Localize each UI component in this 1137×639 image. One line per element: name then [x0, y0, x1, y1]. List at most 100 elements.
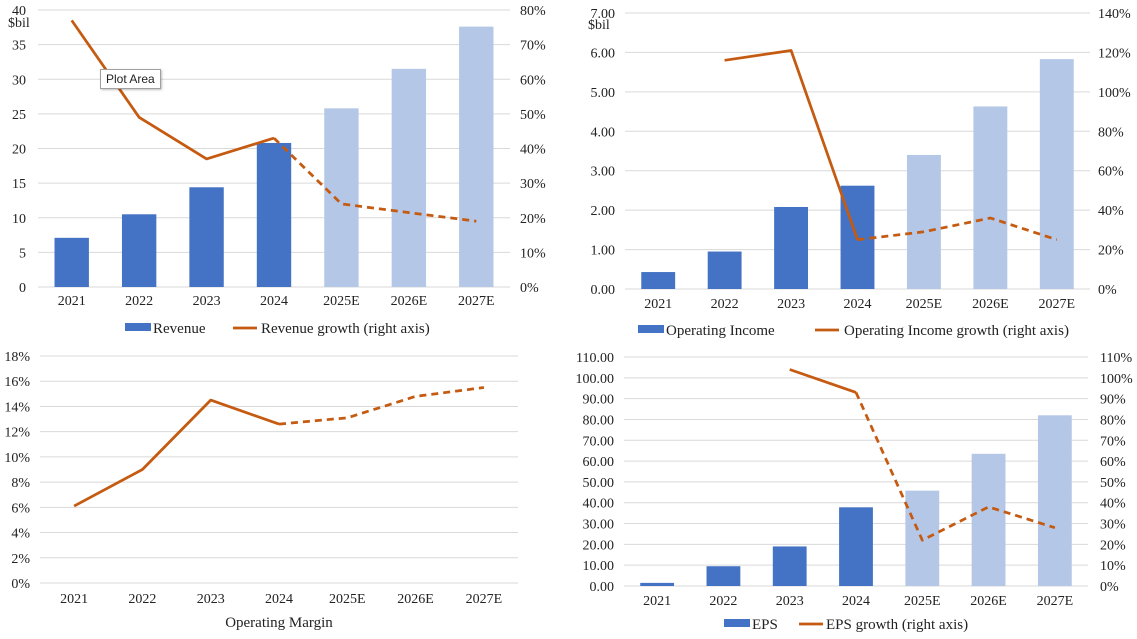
- bar-estimate: [906, 154, 941, 289]
- category-label: 2025E: [323, 294, 360, 309]
- right-tick-label: 80%: [1100, 413, 1126, 428]
- right-tick-label: 140%: [1098, 7, 1131, 22]
- right-tick-label: 100%: [1100, 372, 1133, 387]
- category-label: 2024: [844, 297, 872, 312]
- left-tick-label: 5: [19, 246, 26, 261]
- right-tick-label: 40%: [1100, 497, 1126, 512]
- right-tick-label: 80%: [1098, 125, 1124, 140]
- right-tick-label: 0%: [1100, 580, 1119, 595]
- category-label: 2025E: [329, 592, 366, 607]
- legend-swatch-bar: [125, 323, 151, 331]
- legend-label: Revenue growth (right axis): [261, 321, 430, 337]
- bar-estimate: [459, 26, 494, 288]
- legend-label: Revenue: [153, 321, 206, 337]
- bar: [707, 251, 742, 289]
- left-tick-label: 30.00: [583, 518, 615, 533]
- plot-area-tooltip: Plot Area: [100, 69, 161, 89]
- left-tick-label: 15: [12, 177, 26, 192]
- left-tick-label: 5.00: [591, 86, 616, 101]
- bar-estimate: [971, 453, 1006, 586]
- right-tick-label: 40%: [1098, 204, 1124, 219]
- series-line-estimate: [854, 391, 1056, 542]
- right-tick-label: 70%: [520, 39, 546, 54]
- right-tick-label: 70%: [1100, 434, 1126, 449]
- right-tick-label: 60%: [1098, 165, 1124, 180]
- left-tick-label: 100.00: [576, 372, 615, 387]
- bar: [706, 566, 741, 586]
- right-tick-label: 10%: [520, 246, 546, 261]
- category-label: 2022: [709, 594, 737, 609]
- right-tick-label: 50%: [520, 108, 546, 123]
- right-tick-label: 0%: [1098, 283, 1117, 298]
- left-tick-label: 1.00: [591, 244, 616, 259]
- legend-swatch-bar: [724, 619, 750, 627]
- right-tick-label: 100%: [1098, 86, 1131, 101]
- bar-estimate: [1039, 59, 1074, 290]
- left-tick-label: 40: [12, 4, 26, 19]
- right-tick-label: 30%: [520, 177, 546, 192]
- category-label: 2025E: [906, 297, 943, 312]
- left-tick-label: 20: [12, 143, 26, 158]
- series-line-estimate: [278, 386, 485, 426]
- left-tick-label: 12%: [4, 426, 30, 441]
- unit-label: $bil: [8, 16, 30, 31]
- left-tick-label: 70.00: [583, 434, 615, 449]
- legend-swatch-bar: [638, 325, 664, 333]
- left-tick-label: 3.00: [591, 165, 616, 180]
- left-tick-label: 0.00: [590, 580, 615, 595]
- right-tick-label: 30%: [1100, 518, 1126, 533]
- category-label: 2021: [58, 294, 86, 309]
- right-tick-label: 60%: [520, 73, 546, 88]
- category-label: 2024: [265, 592, 293, 607]
- left-tick-label: 18%: [4, 350, 30, 365]
- chart-3: 0% 2% 4% 6% 8% 10% 12% 14% 16% 18% 2021 2022 2023 202…: [4, 350, 518, 631]
- series-line-actual: [789, 368, 857, 394]
- bar: [121, 214, 157, 287]
- left-tick-label: 16%: [4, 375, 30, 390]
- left-tick-label: 60.00: [583, 455, 615, 470]
- left-tick-label: 25: [12, 108, 26, 123]
- right-tick-label: 110%: [1100, 351, 1132, 366]
- left-tick-label: 4.00: [591, 125, 616, 140]
- left-tick-label: 10: [12, 212, 26, 227]
- category-label: 2021: [644, 297, 672, 312]
- category-label: 2027E: [1037, 594, 1074, 609]
- right-tick-label: 90%: [1100, 393, 1126, 408]
- bar-estimate: [1037, 415, 1072, 586]
- left-tick-label: 110.00: [576, 351, 614, 366]
- category-label: 2026E: [391, 294, 428, 309]
- left-tick-label: 0.00: [591, 283, 616, 298]
- legend-label: Operating Margin: [225, 615, 333, 631]
- bar: [772, 546, 807, 586]
- left-tick-label: 80.00: [583, 413, 615, 428]
- series-line-actual: [724, 49, 859, 241]
- category-label: 2024: [260, 294, 288, 309]
- category-label: 2026E: [397, 592, 434, 607]
- left-tick-label: 0: [19, 281, 26, 296]
- bar: [839, 507, 873, 586]
- bar: [640, 582, 675, 586]
- right-tick-label: 20%: [520, 212, 546, 227]
- left-tick-label: 10.00: [583, 559, 615, 574]
- left-tick-label: 7.00: [591, 7, 616, 22]
- left-tick-label: 20.00: [583, 538, 615, 553]
- bar: [189, 187, 224, 287]
- left-tick-label: 50.00: [583, 476, 615, 491]
- bar: [641, 272, 676, 289]
- left-tick-label: 2.00: [591, 204, 616, 219]
- left-tick-label: 10%: [4, 451, 30, 466]
- series-line-actual: [70, 19, 275, 161]
- right-tick-label: 10%: [1100, 559, 1126, 574]
- category-label: 2026E: [972, 297, 1009, 312]
- bar: [54, 237, 89, 287]
- left-tick-label: 6%: [11, 501, 30, 516]
- category-label: 2023: [776, 594, 804, 609]
- legend-label: EPS: [752, 617, 778, 633]
- category-label: 2022: [711, 297, 739, 312]
- category-label: 2026E: [970, 594, 1007, 609]
- bar-estimate: [324, 108, 359, 288]
- right-tick-label: 60%: [1100, 455, 1126, 470]
- series-line-actual: [73, 398, 280, 508]
- legend-label: Operating Income: [666, 323, 775, 339]
